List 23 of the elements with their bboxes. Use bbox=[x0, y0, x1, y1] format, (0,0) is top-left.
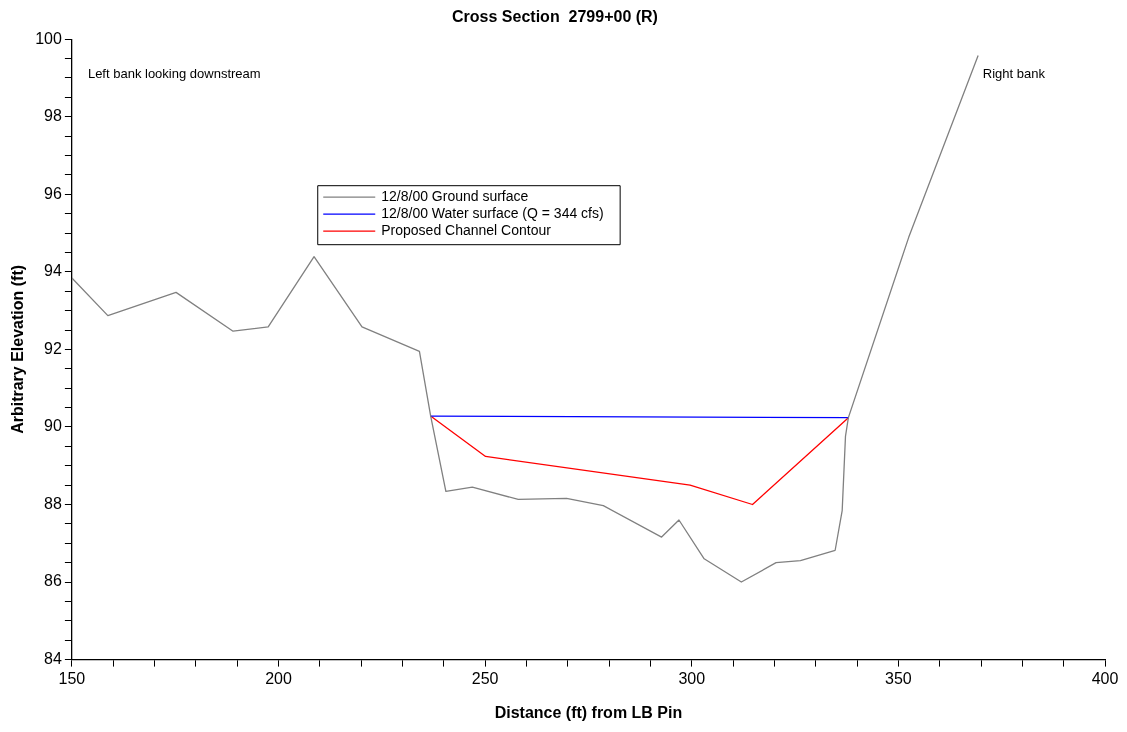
x-tick-label: 350 bbox=[885, 669, 912, 687]
legend-label: 12/8/00 Ground surface bbox=[381, 188, 529, 205]
y-tick-label: 86 bbox=[44, 572, 62, 590]
y-tick-label: 84 bbox=[44, 650, 62, 668]
x-axis-title: Distance (ft) from LB Pin bbox=[494, 703, 683, 721]
y-tick-label: 100 bbox=[35, 29, 62, 47]
y-tick-label: 90 bbox=[44, 417, 62, 435]
y-tick-label: 94 bbox=[44, 262, 62, 280]
y-tick-label: 88 bbox=[44, 494, 62, 512]
y-tick-label: 98 bbox=[44, 107, 62, 125]
x-tick-label: 150 bbox=[58, 669, 86, 687]
y-tick-label: 92 bbox=[44, 339, 62, 357]
legend-label: Proposed Channel Contour bbox=[381, 222, 552, 239]
x-tick-label: 250 bbox=[471, 669, 499, 687]
annotation: Right bank bbox=[982, 65, 1046, 81]
chart-title: Cross Section 2799+00 (R) bbox=[452, 8, 658, 26]
y-axis-title: Arbitrary Elevation (ft) bbox=[9, 264, 27, 434]
x-tick-label: 300 bbox=[678, 669, 706, 687]
x-tick-label: 200 bbox=[265, 669, 292, 687]
annotation: Left bank looking downstream bbox=[87, 65, 261, 81]
x-tick-label: 400 bbox=[1091, 669, 1119, 687]
y-tick-label: 96 bbox=[44, 184, 62, 202]
legend-label: 12/8/00 Water surface (Q = 344 cfs) bbox=[381, 205, 604, 222]
